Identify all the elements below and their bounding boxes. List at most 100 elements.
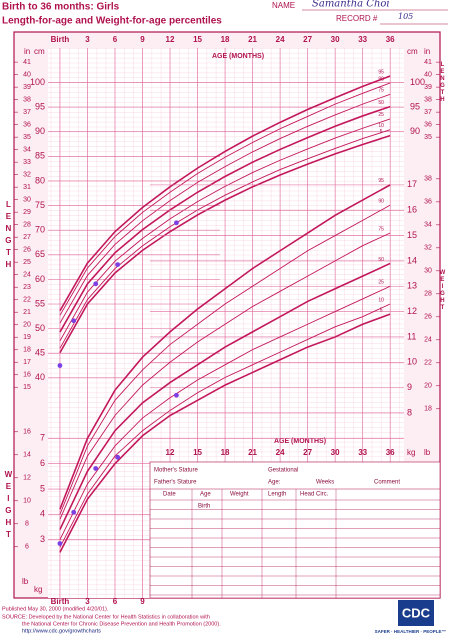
y2-tick-label: 16 — [23, 372, 31, 379]
weeks: Weeks — [316, 480, 334, 486]
y2-tick-label: 38 — [424, 96, 432, 103]
y2-tick-label: 22 — [23, 297, 31, 304]
y2-tick-label: 28 — [23, 222, 31, 229]
curve-label: 50 — [378, 257, 384, 263]
y-tick-label: 95 — [410, 101, 420, 111]
y-axis-label: LENGTH — [4, 200, 13, 272]
y-tick-label: 9 — [407, 382, 412, 392]
y2-tick-label: 35 — [23, 134, 31, 141]
y2-tick-label: 26 — [424, 314, 432, 321]
curve-label: 50 — [378, 100, 384, 106]
birth: Birth — [198, 504, 210, 510]
x-tick-label: 3 — [85, 597, 90, 606]
col-weight: Weight — [230, 492, 249, 498]
x-tick-label: Birth — [51, 597, 70, 606]
measurement — [57, 541, 63, 546]
y2-tick-label: 20 — [23, 322, 31, 329]
mother: Mother's Stature — [154, 468, 198, 474]
x-tick-label: 30 — [331, 448, 340, 457]
y2-tick-label: 32 — [424, 245, 432, 252]
col-date: Date — [163, 492, 176, 498]
age: Age: — [268, 480, 281, 486]
y-axis-label: LENGTH — [439, 62, 445, 104]
y-axis-label: WEIGHT — [439, 270, 445, 312]
title: Birth to 36 months: Girls — [2, 2, 120, 13]
measurement — [174, 392, 179, 398]
percentile-curve — [59, 184, 391, 510]
measurement — [71, 509, 77, 515]
unit: lb — [22, 577, 29, 586]
col-head: Head Circ. — [300, 492, 329, 498]
url: http://www.cdc.gov/growthcharts — [22, 628, 101, 634]
y-tick-label: 16 — [407, 205, 417, 215]
y-tick-label: 60 — [35, 274, 45, 284]
unit: cm — [407, 47, 418, 56]
measurement — [93, 281, 99, 287]
y2-tick-label: 21 — [23, 309, 31, 316]
y-tick-label: 8 — [407, 407, 412, 417]
comment: Comment — [374, 480, 400, 486]
x-tick-label: 30 — [331, 35, 340, 44]
curve-label: 25 — [378, 280, 384, 286]
measurement — [115, 262, 121, 268]
x-tick-label: 24 — [276, 448, 285, 457]
y-tick-label: 50 — [35, 323, 45, 333]
measurement — [57, 363, 63, 368]
curve-label: 90 — [378, 76, 384, 82]
x-tick-label: 21 — [248, 448, 257, 457]
father: Father's Stature — [154, 480, 197, 486]
percentile-curve — [59, 232, 391, 520]
y-tick-label: 12 — [407, 306, 417, 316]
y2-tick-label: 22 — [424, 360, 432, 367]
x-tick-label: 18 — [221, 35, 230, 44]
y2-tick-label: 34 — [23, 147, 31, 154]
y2-tick-label: 24 — [424, 337, 432, 344]
y2-tick-label: 18 — [424, 406, 432, 413]
x-tick-label: 12 — [166, 35, 175, 44]
x-tick-label: 21 — [248, 35, 257, 44]
subtitle: Length-for-age and Weight-for-age percen… — [2, 16, 222, 27]
y2-tick-label: 39 — [424, 84, 432, 91]
col-age: Age — [200, 492, 211, 498]
record: 105 — [398, 12, 413, 21]
y2-tick-label: 36 — [424, 121, 432, 128]
slogan: SAFER · HEALTHIER · PEOPLE™ — [375, 629, 446, 634]
y2-tick-label: 19 — [23, 334, 31, 341]
y-tick-label: 40 — [35, 372, 45, 382]
y2-tick-label: 34 — [424, 222, 432, 229]
percentile-curve — [59, 134, 391, 354]
y-tick-label: 17 — [407, 179, 417, 189]
unit: in — [424, 47, 430, 56]
source: SOURCE: Developed by the National Center… — [2, 614, 210, 620]
x-axis-label: AGE (MONTHS) — [274, 438, 326, 445]
y2-tick-label: 15 — [23, 384, 31, 391]
y2-tick-label: 24 — [23, 272, 31, 279]
y2-tick-label: 6 — [25, 544, 29, 551]
y-tick-label: 90 — [35, 126, 45, 136]
unit: kg — [34, 585, 42, 594]
y-tick-label: 70 — [35, 225, 45, 235]
y-tick-label: 55 — [35, 298, 45, 308]
y-tick-label: 95 — [35, 101, 45, 111]
y2-tick-label: 37 — [424, 109, 432, 116]
y2-tick-label: 28 — [424, 291, 432, 298]
percentile-curve — [59, 93, 391, 324]
y2-tick-label: 16 — [23, 429, 31, 436]
y2-tick-label: 12 — [23, 475, 31, 482]
unit: kg — [407, 448, 415, 457]
curve-label: 5 — [380, 307, 383, 313]
y-tick-label: 14 — [407, 255, 417, 265]
y2-tick-label: 40 — [424, 71, 432, 78]
curve-label: 75 — [378, 226, 384, 232]
unit: in — [24, 47, 30, 56]
y2-tick-label: 18 — [23, 347, 31, 354]
y-tick-label: 10 — [407, 357, 417, 367]
x-tick-label: 9 — [140, 597, 145, 606]
percentile-curve — [59, 313, 391, 553]
y2-tick-label: 39 — [23, 84, 31, 91]
percentile-curve — [59, 262, 391, 530]
y-axis-label: WEIGHT — [4, 470, 13, 542]
percentile-curve — [59, 204, 391, 515]
y2-tick-label: 31 — [23, 184, 31, 191]
x-tick-label: 27 — [303, 35, 312, 44]
